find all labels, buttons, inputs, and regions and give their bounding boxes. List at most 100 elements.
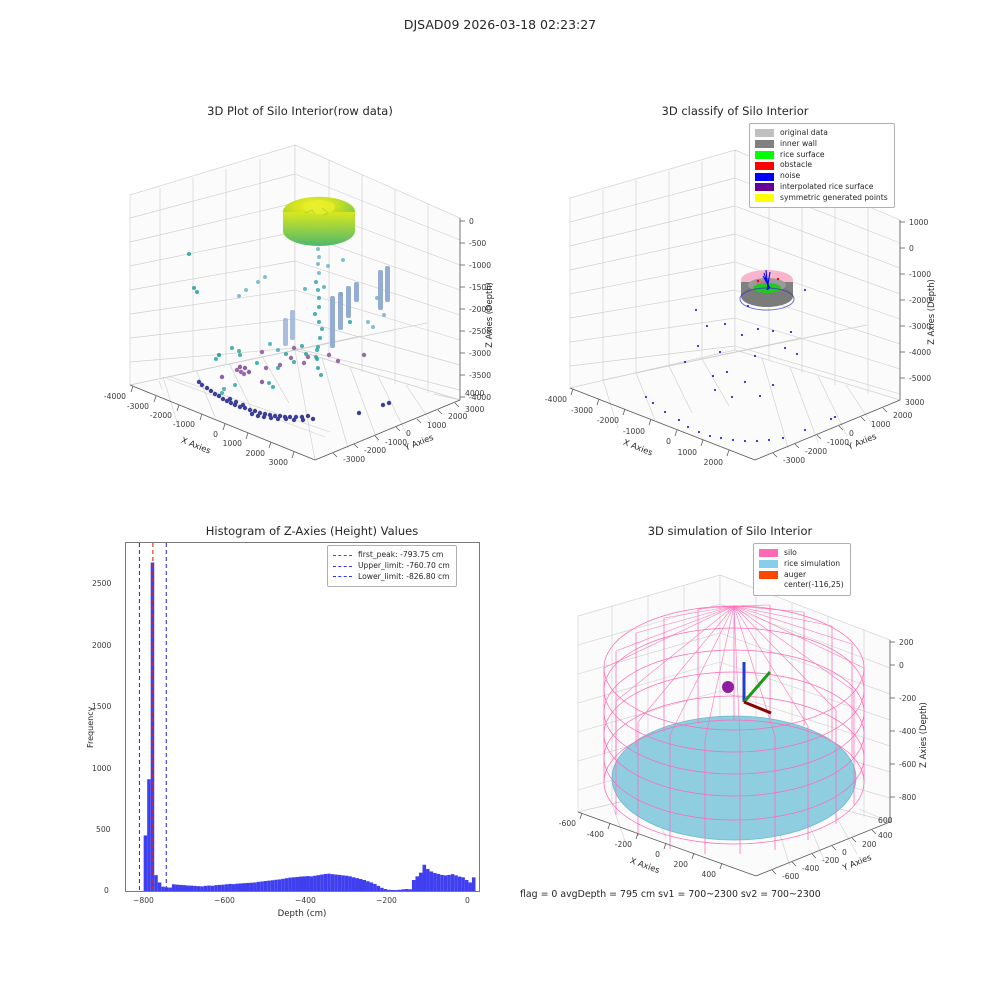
histogram-bar xyxy=(178,884,183,891)
histogram-bar xyxy=(270,880,275,891)
raw3d-xtick-6: 2000 xyxy=(246,449,265,458)
classify3d-legend: original data inner wall rice surface ob… xyxy=(749,123,895,209)
histogram-ytick-4: 2000 xyxy=(92,641,112,650)
classify3d-noise-points xyxy=(645,285,836,442)
legend-label-center: center(-116,25) xyxy=(784,580,844,590)
histogram-bar xyxy=(429,871,434,891)
legend-item-rice-simulation: rice simulation xyxy=(759,559,844,570)
status-line: flag = 0 avgDepth = 795 cm sv1 = 700~230… xyxy=(520,889,821,900)
histogram-bar xyxy=(253,882,257,891)
histogram-bar xyxy=(344,875,349,891)
histogram-bar xyxy=(161,886,165,891)
sim3d-ztick-3: -400 xyxy=(899,727,916,736)
histogram-bar xyxy=(341,875,345,891)
legend-label-silo: silo xyxy=(784,548,797,557)
legend-swatch-center xyxy=(759,582,778,590)
histogram-bar xyxy=(263,880,268,891)
histogram-title: Histogram of Z-Axies (Height) Values xyxy=(205,524,419,538)
histogram-bar xyxy=(288,877,292,891)
raw3d-title: 3D Plot of Silo Interior(row data) xyxy=(207,104,393,118)
legend-item-upper-limit: Upper_limit: -760.70 cm xyxy=(333,561,450,572)
legend-swatch-original-data xyxy=(755,129,774,138)
legend-line-lower-limit xyxy=(333,576,352,578)
sim3d-axes: 200 0 -200 -400 -600 -800 Z Axies (Depth… xyxy=(559,574,928,881)
legend-item-silo: silo xyxy=(759,548,844,559)
classify3d-ztick-4: -3000 xyxy=(909,322,931,331)
histogram-bar xyxy=(295,876,299,891)
sim3d-xtick-1: -400 xyxy=(587,830,604,839)
raw3d-zlabel: Z Axies (Depth) xyxy=(484,282,494,348)
raw3d-ytick-3: 0 xyxy=(406,429,411,438)
histogram-bar xyxy=(436,873,441,891)
raw3d-blue-point-cluster xyxy=(196,379,392,423)
raw3d-panes xyxy=(128,144,462,461)
legend-label-first-peak: first_peak: -793.75 cm xyxy=(358,550,444,559)
raw3d-xtick-0: -4000 xyxy=(104,392,126,401)
histogram-bar xyxy=(394,890,398,891)
histogram-bar xyxy=(316,875,321,891)
raw3d-purple-point-cluster xyxy=(219,345,367,385)
panel-raw-3d-plot: 3D Plot of Silo Interior(row data) xyxy=(100,100,500,480)
raw3d-ytick-6: 3000 xyxy=(465,405,484,414)
histogram-bar xyxy=(376,885,381,891)
histogram-bar xyxy=(224,884,229,891)
sim3d-xtick-3: 0 xyxy=(655,850,660,859)
sim3d-y-axis: -600 -400 -200 0 200 400 600 Y Axies xyxy=(755,816,893,881)
histogram-ytick-2: 1000 xyxy=(92,764,112,773)
raw3d-ztick-8: -4000 xyxy=(469,393,491,402)
raw3d-ytick-2: -1000 xyxy=(385,438,407,447)
classify3d-ztick-6: -5000 xyxy=(909,374,931,383)
histogram-bar xyxy=(221,884,225,891)
histogram-bar xyxy=(143,835,148,891)
sim3d-ytick-5: 400 xyxy=(878,831,893,840)
raw3d-xtick-2: -2000 xyxy=(150,411,172,420)
histogram-bar xyxy=(313,875,317,891)
histogram-bar xyxy=(284,878,289,891)
histogram-bar xyxy=(337,874,342,891)
histogram-bar xyxy=(196,886,201,891)
sim3d-rice-disc xyxy=(612,716,856,840)
legend-label-lower-limit: Lower_limit: -826.80 cm xyxy=(358,571,450,581)
classify3d-title: 3D classify of Silo Interior xyxy=(661,104,809,118)
histogram-bar xyxy=(238,883,243,891)
figure-suptitle: DJSAD09 2026-03-18 02:23:27 xyxy=(403,17,597,32)
raw3d-dense-columns xyxy=(283,266,390,348)
classify3d-xtick-3: -1000 xyxy=(623,427,645,436)
histogram-bar xyxy=(193,885,197,891)
raw3d-gridlines xyxy=(129,159,461,461)
legend-label-inner-wall: inner wall xyxy=(780,138,818,148)
sim3d-ytick-3: 0 xyxy=(842,848,847,857)
histogram-bar xyxy=(320,874,324,891)
histogram-plot-area xyxy=(125,542,480,892)
legend-swatch-symmetric-generated-points xyxy=(755,194,774,203)
histogram-bar xyxy=(182,885,187,891)
histogram-bar xyxy=(147,779,151,891)
sim3d-ztick-2: -200 xyxy=(899,694,916,703)
histogram-bar xyxy=(461,877,465,891)
raw3d-ztick-3: -1500 xyxy=(469,283,491,292)
histogram-bar xyxy=(411,880,416,891)
legend-item-obstacle: obstacle xyxy=(755,160,888,171)
histogram-bar xyxy=(443,875,448,891)
histogram-ytick-0: 0 xyxy=(104,886,109,895)
histogram-bar xyxy=(471,877,476,891)
histogram-bar xyxy=(358,879,363,891)
sim3d-xtick-4: 200 xyxy=(674,860,689,869)
classify3d-xtick-2: -2000 xyxy=(597,416,619,425)
sim3d-ytick-6: 600 xyxy=(878,816,893,825)
legend-item-interpolated-rice-surface: interpolated rice surface xyxy=(755,182,888,193)
classify3d-ztick-1: 0 xyxy=(909,244,914,253)
histogram-bar xyxy=(373,883,377,891)
histogram-bar xyxy=(256,881,261,891)
raw3d-xtick-7: 3000 xyxy=(269,458,288,467)
histogram-bars-svg xyxy=(138,543,476,891)
histogram-bar xyxy=(246,882,250,891)
histogram-bar xyxy=(422,864,427,891)
histogram-ytick-3: 1500 xyxy=(92,702,112,711)
histogram-bar xyxy=(157,882,162,891)
histogram-bar xyxy=(228,883,232,891)
histogram-bar xyxy=(447,874,451,891)
classify3d-ztick-3: -2000 xyxy=(909,296,931,305)
histogram-bar xyxy=(200,886,204,891)
histogram-bar xyxy=(450,874,455,891)
